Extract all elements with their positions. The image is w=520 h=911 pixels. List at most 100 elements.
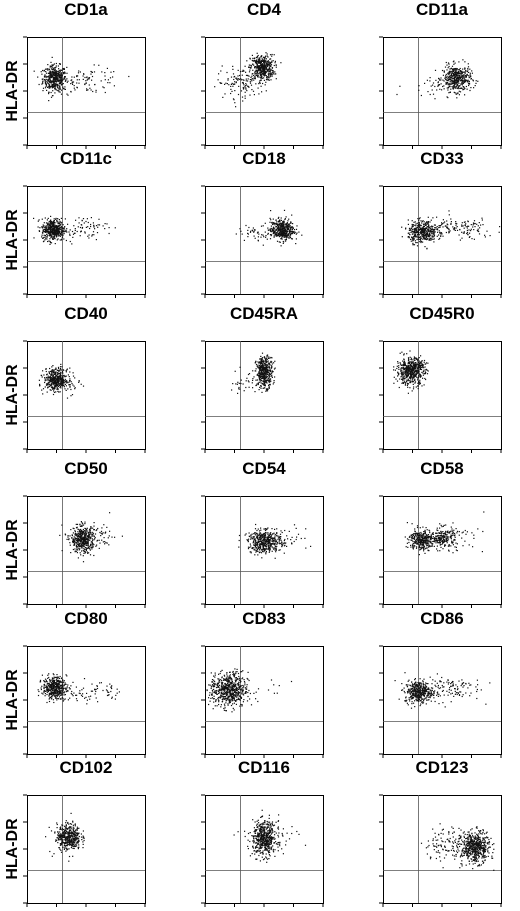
event-dot	[403, 378, 404, 379]
event-dot	[81, 538, 82, 539]
event-dot	[50, 237, 51, 238]
event-dot	[89, 548, 90, 549]
event-dot	[265, 232, 266, 233]
event-dot	[472, 226, 473, 227]
event-dot	[42, 233, 43, 234]
y-axis-label: HLA-DR	[5, 355, 21, 435]
event-dot	[410, 357, 411, 358]
event-dot	[274, 237, 275, 238]
event-dot	[68, 231, 69, 232]
event-dot	[256, 73, 257, 74]
event-dot	[461, 83, 462, 84]
event-dot	[39, 230, 40, 231]
event-dot	[412, 379, 413, 380]
event-dot	[264, 356, 265, 357]
event-dot	[434, 86, 435, 87]
event-dot	[438, 239, 439, 240]
event-dot	[263, 62, 264, 63]
event-dot	[276, 78, 277, 79]
event-dot	[46, 383, 47, 384]
event-dot	[104, 537, 105, 538]
event-dot	[45, 69, 46, 70]
event-dot	[427, 363, 428, 364]
event-dot	[87, 226, 88, 227]
event-dot	[420, 239, 421, 240]
event-dot	[237, 75, 238, 76]
event-dot	[63, 238, 64, 239]
event-dot	[47, 235, 48, 236]
event-dot	[446, 65, 447, 66]
event-dot	[52, 85, 53, 86]
event-dot	[44, 74, 45, 75]
event-dot	[53, 225, 54, 226]
event-dot	[254, 73, 255, 74]
event-dot	[66, 67, 67, 68]
event-dot	[411, 228, 412, 229]
event-dot	[234, 102, 235, 103]
event-dot	[70, 529, 71, 530]
event-dot	[296, 234, 297, 235]
event-dot	[415, 371, 416, 372]
event-dot	[87, 528, 88, 529]
event-dot	[242, 97, 243, 98]
event-dot	[413, 368, 414, 369]
event-dot	[55, 225, 56, 226]
event-dot	[432, 85, 433, 86]
event-dot	[410, 359, 411, 360]
event-dot	[50, 216, 51, 217]
event-dot	[271, 226, 272, 227]
event-dot	[69, 376, 70, 377]
event-dot	[453, 85, 454, 86]
event-dot	[70, 229, 71, 230]
event-dot	[407, 383, 408, 384]
event-dot	[443, 219, 444, 220]
event-dot	[424, 231, 425, 232]
event-dot	[434, 227, 435, 228]
event-dot	[109, 82, 110, 83]
event-dot	[289, 231, 290, 232]
event-dot	[247, 236, 248, 237]
event-dot	[461, 73, 462, 74]
event-dot	[238, 70, 239, 71]
event-dot	[67, 398, 68, 399]
event-dot	[54, 226, 55, 227]
event-dot	[82, 537, 83, 538]
event-dot	[80, 552, 81, 553]
event-dot	[273, 362, 274, 363]
event-dot	[65, 381, 66, 382]
event-dot	[58, 68, 59, 69]
event-dot	[286, 223, 287, 224]
event-dot	[284, 229, 285, 230]
event-dot	[67, 539, 68, 540]
event-dot	[251, 85, 252, 86]
event-dot	[268, 364, 269, 365]
event-dot	[59, 76, 60, 77]
event-dot	[46, 85, 47, 86]
event-dot	[93, 533, 94, 534]
event-dot	[275, 220, 276, 221]
dot-plot-cd50	[21, 496, 147, 612]
event-dot	[49, 227, 50, 228]
event-dot	[84, 222, 85, 223]
event-dot	[69, 386, 70, 387]
event-dot	[268, 229, 269, 230]
event-dot	[262, 78, 263, 79]
event-dot	[471, 238, 472, 239]
event-dot	[283, 241, 284, 242]
event-dot	[286, 234, 287, 235]
event-dot	[255, 362, 256, 363]
y-axis-label: HLA-DR	[5, 510, 21, 590]
event-dot	[472, 79, 473, 80]
event-dot	[409, 361, 410, 362]
event-dot	[266, 374, 267, 375]
plot-frame	[384, 187, 502, 295]
event-dot	[415, 362, 416, 363]
event-dot	[280, 234, 281, 235]
event-dot	[93, 225, 94, 226]
event-dot	[269, 388, 270, 389]
event-dot	[48, 377, 49, 378]
event-dot	[51, 390, 52, 391]
event-dot	[455, 230, 456, 231]
event-dot	[442, 86, 443, 87]
event-dot	[469, 83, 470, 84]
